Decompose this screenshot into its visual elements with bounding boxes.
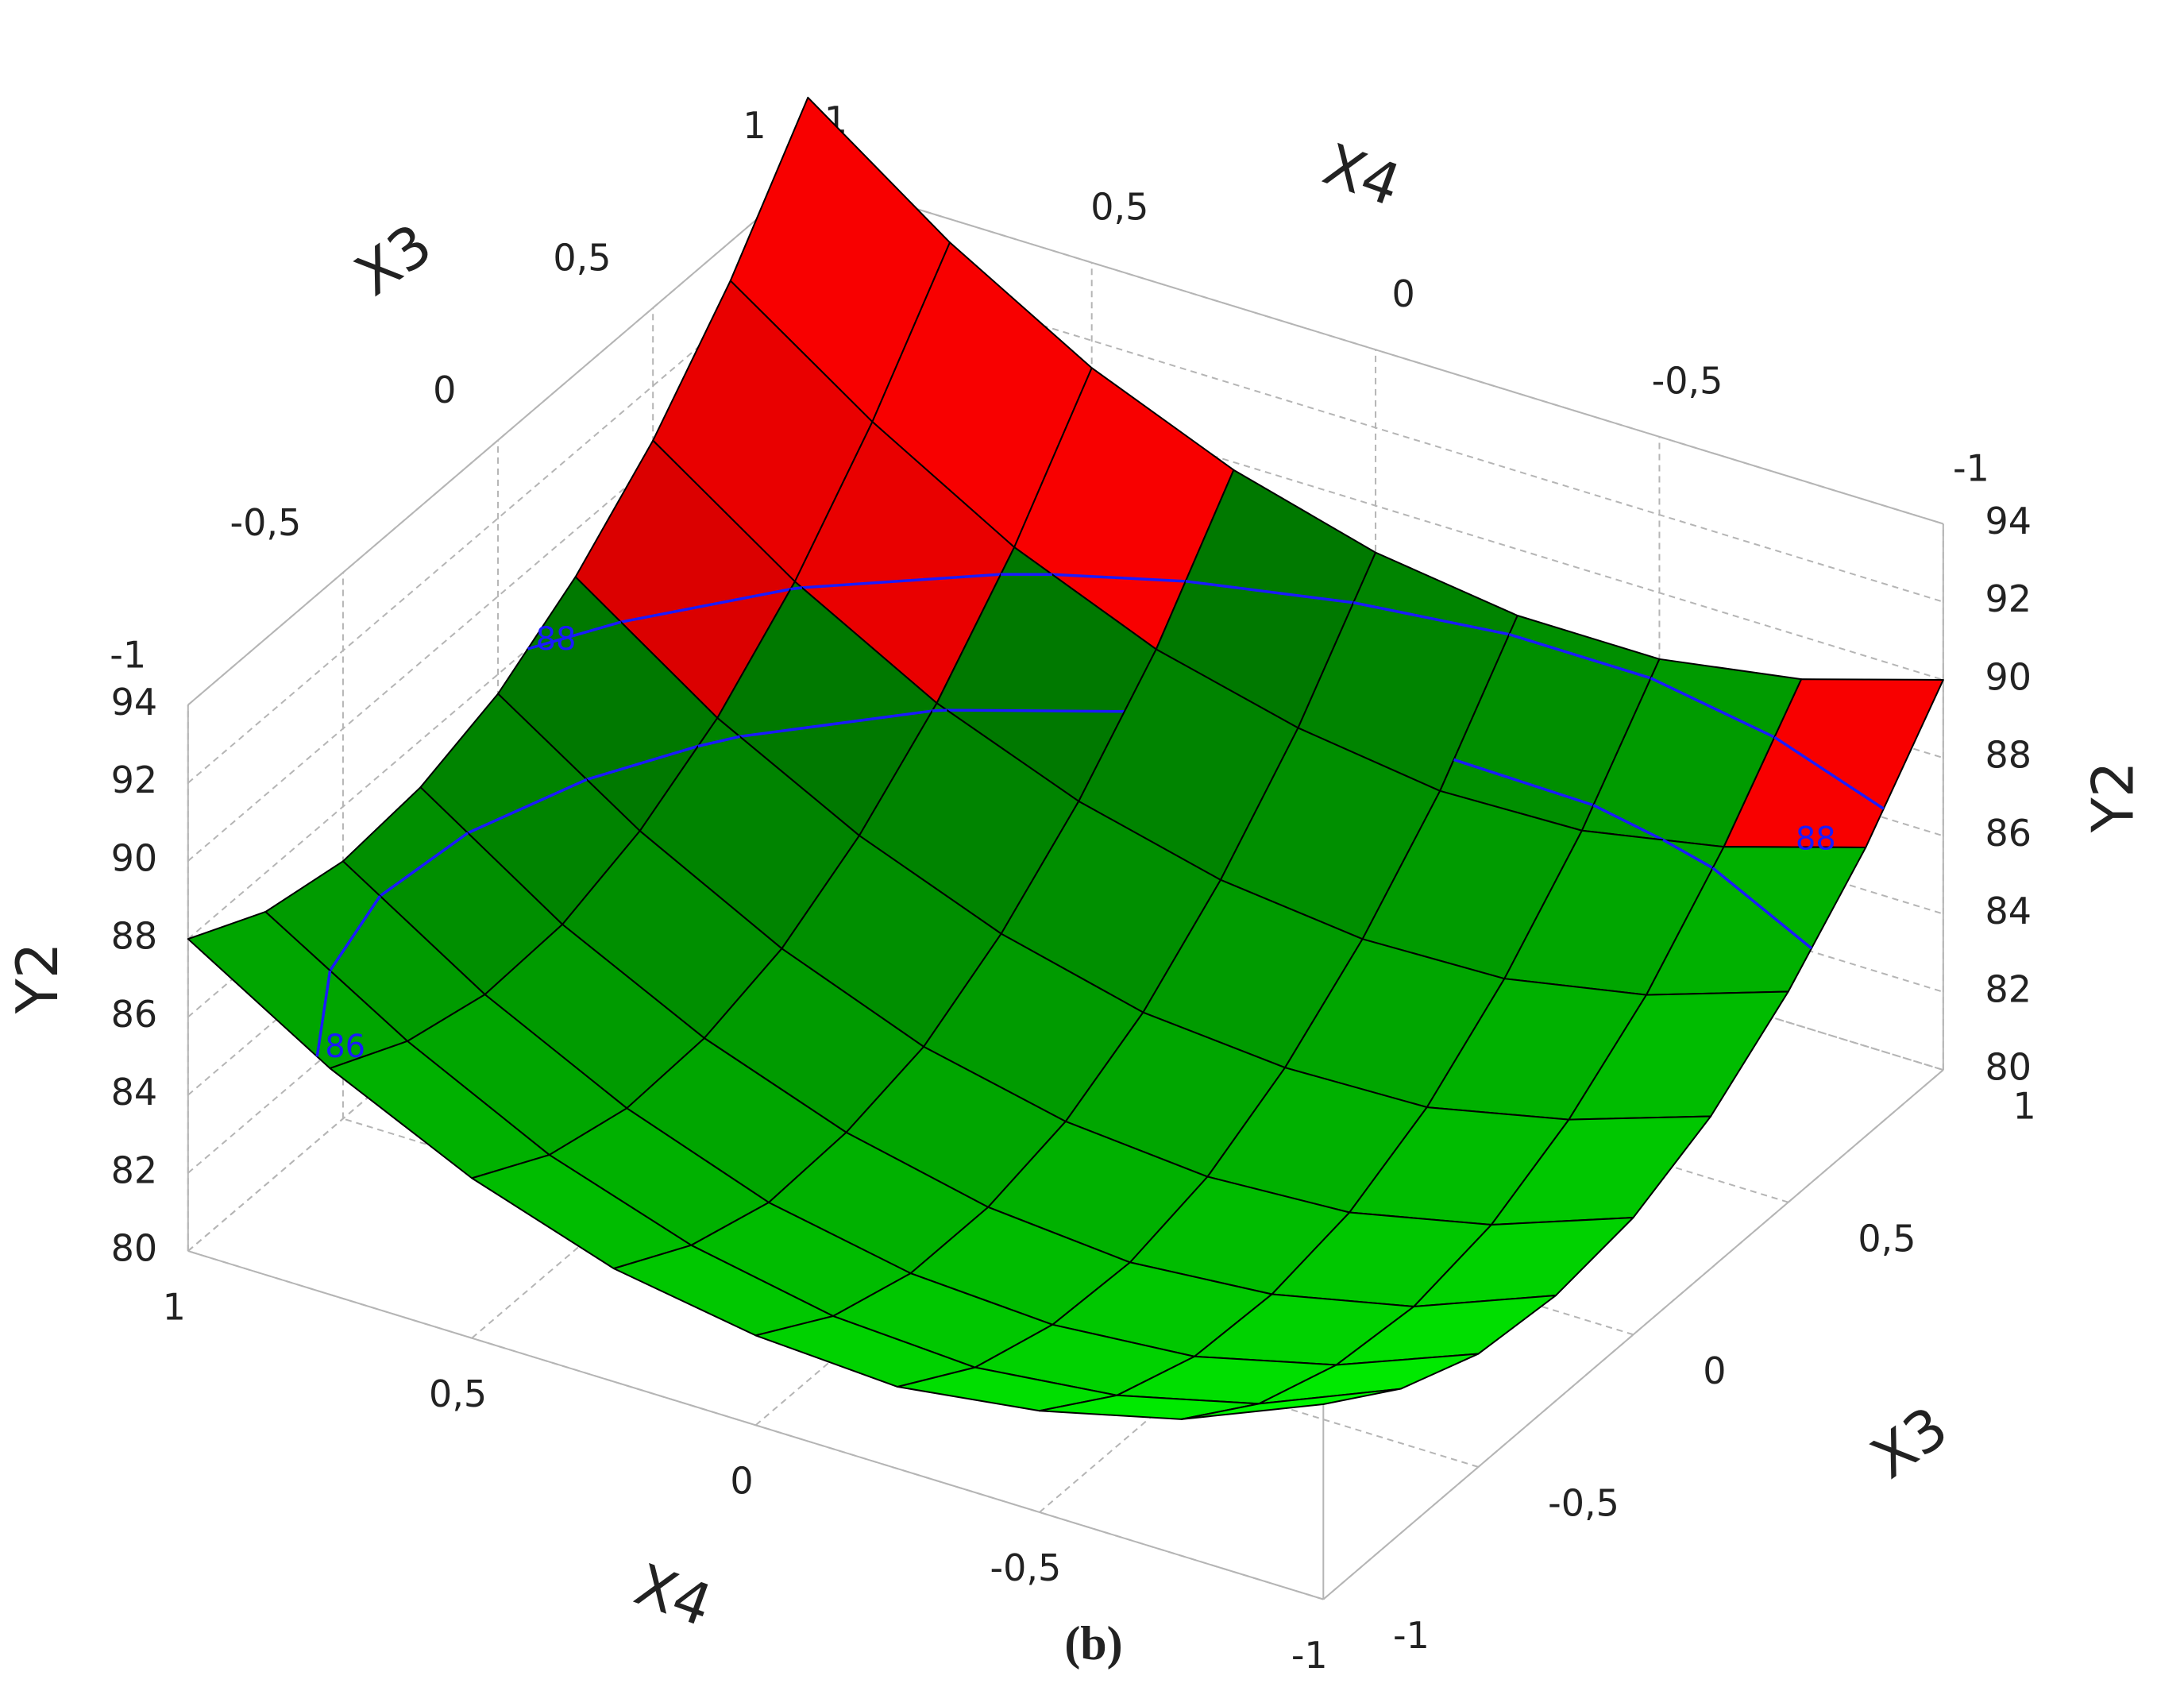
contour-label: 86 <box>325 1029 365 1065</box>
y-tick-label: 1 <box>743 104 766 147</box>
z-tick-label: 94 <box>111 681 158 724</box>
z-tick-label: 86 <box>1985 812 2032 855</box>
x-tick-label: 0,5 <box>429 1372 487 1415</box>
z-axis-label: Y2 <box>4 942 71 1014</box>
z-tick-label: 92 <box>111 759 158 801</box>
y-axis-label: X3 <box>343 210 443 308</box>
contour-line <box>790 588 801 589</box>
z-tick-label: 80 <box>1985 1046 2032 1089</box>
x-axis-label: X4 <box>627 1551 720 1639</box>
y-tick-label: -0,5 <box>1548 1482 1619 1525</box>
contour-line <box>947 710 1125 712</box>
y-tick-label: 0,5 <box>1858 1217 1916 1260</box>
z-axis-label: Y2 <box>2080 761 2147 833</box>
z-tick-label: 92 <box>1985 577 2032 620</box>
z-tick-label: 90 <box>111 836 158 879</box>
contour-line <box>932 710 947 711</box>
y-tick-label: 0 <box>433 369 456 411</box>
x-tick-label: 1 <box>163 1285 186 1328</box>
y-axis-label: X3 <box>1859 1393 1959 1491</box>
z-tick-label: 82 <box>111 1148 158 1191</box>
x-tick-label: -1 <box>1291 1634 1328 1677</box>
z-tick-label: 80 <box>111 1227 158 1270</box>
y-tick-label: 0,5 <box>553 236 611 279</box>
y-tick-label: 0 <box>1703 1349 1726 1392</box>
x-tick-label: -1 <box>1953 446 1989 489</box>
x-tick-label: 0 <box>1392 272 1415 315</box>
z-tick-label: 82 <box>1985 967 2032 1010</box>
z-tick-label: 84 <box>1985 890 2032 932</box>
x-axis-label: X4 <box>1315 130 1409 218</box>
z-tick-label: 90 <box>1985 655 2032 698</box>
caption: (b) <box>1064 1617 1122 1670</box>
y-tick-label: -1 <box>110 633 146 676</box>
y-tick-label: 1 <box>2013 1085 2036 1128</box>
x-tick-label: -0,5 <box>1652 360 1723 403</box>
y-tick-label: -1 <box>1393 1614 1430 1657</box>
z-tick-label: 94 <box>1985 500 2032 542</box>
contour-label: 88 <box>1796 820 1836 857</box>
surface <box>188 98 1943 1419</box>
z-tick-label: 88 <box>111 915 158 958</box>
x-tick-label: 0,5 <box>1090 185 1148 228</box>
z-tick-label: 88 <box>1985 734 2032 777</box>
z-tick-label: 86 <box>111 993 158 1036</box>
x-tick-label: -0,5 <box>990 1546 1061 1589</box>
y-tick-label: -0,5 <box>230 501 302 544</box>
contour-label: 88 <box>536 621 577 658</box>
z-tick-label: 84 <box>111 1071 158 1114</box>
x-tick-label: 0 <box>730 1460 753 1503</box>
